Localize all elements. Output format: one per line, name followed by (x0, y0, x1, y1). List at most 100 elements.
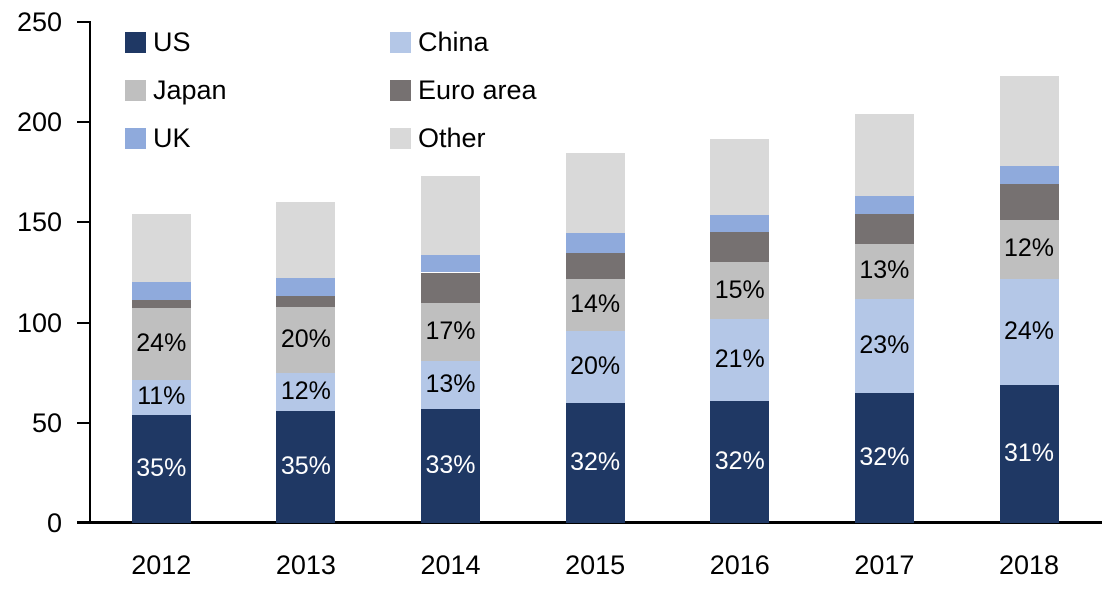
legend-label: US (153, 26, 191, 57)
legend-item-japan: Japan (125, 75, 227, 105)
x-tick-label-2014: 2014 (420, 550, 481, 580)
bar-segment-2017-uk (854, 196, 914, 215)
y-tick-mark (77, 522, 90, 524)
segment-label-2018-china: 24% (1003, 316, 1055, 345)
bar-segment-2017-euro-area (854, 214, 914, 245)
bar-segment-2016-other (710, 139, 770, 216)
legend-swatch-icon (390, 127, 411, 149)
bar-segment-2018-other (999, 76, 1059, 167)
y-tick-label: 200 (16, 107, 62, 138)
x-tick-label-2012: 2012 (131, 550, 192, 580)
bar-segment-2018-us (999, 384, 1059, 523)
bar-segment-2018-japan (999, 220, 1059, 279)
y-tick-label: 50 (31, 407, 62, 438)
y-tick-label: 100 (16, 307, 62, 338)
bar-segment-2015-us (565, 402, 625, 523)
legend-item-euro-area: Euro area (390, 75, 537, 105)
y-tick-label: 150 (16, 207, 62, 238)
segment-label-2017-china: 23% (859, 330, 910, 359)
legend-label: Euro area (418, 74, 537, 105)
legend-item-uk: UK (125, 123, 191, 153)
bar-segment-2014-uk (421, 255, 481, 273)
legend-item-china: China (390, 27, 489, 57)
segment-label-2015-us: 32% (570, 447, 621, 476)
bar-segment-2013-uk (276, 277, 336, 296)
segment-label-2012-china: 11% (137, 382, 186, 411)
y-tick-label: 0 (46, 508, 62, 538)
bar-segment-2018-uk (999, 166, 1059, 185)
bar-segment-2016-uk (710, 215, 770, 233)
y-tick-mark (77, 321, 90, 324)
bar-segment-2012-china (131, 379, 191, 415)
y-tick-label: 250 (16, 7, 62, 37)
bar-segment-2013-us (276, 410, 336, 523)
segment-label-2016-japan: 15% (714, 275, 765, 304)
bar-segment-2016-euro-area (710, 232, 770, 263)
legend-swatch-icon (125, 31, 146, 53)
legend-label: China (418, 26, 489, 57)
bar-segment-2012-euro-area (131, 299, 191, 308)
segment-label-2018-us: 31% (1003, 438, 1055, 467)
segment-label-2013-us: 35% (280, 451, 331, 480)
y-tick-mark (77, 421, 90, 424)
x-tick-label-2017: 2017 (854, 550, 915, 580)
legend-item-us: US (125, 27, 191, 57)
bar-segment-2015-japan (565, 278, 625, 331)
bar-segment-2015-china (565, 330, 625, 403)
x-tick-label-2016: 2016 (709, 550, 770, 580)
legend-label: UK (153, 122, 191, 153)
bar-segment-2013-japan (276, 306, 336, 373)
bar-segment-2016-japan (710, 262, 770, 319)
segment-label-2014-japan: 17% (425, 316, 476, 345)
bar-segment-2013-euro-area (276, 295, 336, 307)
legend-swatch-icon (390, 31, 411, 53)
bar-segment-2013-china (276, 372, 336, 411)
x-tick-label-2015: 2015 (565, 550, 626, 580)
segment-label-2016-china: 21% (714, 344, 765, 373)
bar-segment-2014-other (421, 176, 481, 256)
segment-label-2015-japan: 14% (570, 289, 621, 318)
segment-label-2014-us: 33% (425, 450, 476, 479)
bar-segment-2018-china (999, 278, 1059, 385)
bar-segment-2014-china (421, 360, 481, 409)
y-tick-mark (77, 21, 90, 23)
y-tick-mark (77, 121, 90, 124)
bar-segment-2017-japan (854, 244, 914, 299)
bar-segment-2013-other (276, 202, 336, 278)
segment-label-2012-us: 35% (136, 453, 187, 482)
segment-label-2017-japan: 13% (859, 256, 910, 285)
bar-segment-2017-other (854, 114, 914, 197)
bar-segment-2014-us (421, 408, 481, 523)
legend-item-other: Other (390, 123, 486, 153)
segment-label-2016-us: 32% (714, 446, 765, 475)
bar-segment-2012-us (131, 414, 191, 523)
bar-segment-2014-japan (421, 302, 481, 361)
legend-swatch-icon (125, 79, 146, 101)
segment-label-2013-japan: 20% (280, 324, 331, 353)
x-tick-label-2013: 2013 (275, 550, 336, 580)
segment-label-2015-china: 20% (570, 351, 621, 380)
bar-segment-2015-euro-area (565, 253, 625, 279)
segment-label-2017-us: 32% (859, 442, 910, 471)
bar-segment-2017-us (854, 392, 914, 523)
legend-label: Japan (153, 74, 227, 105)
bar-segment-2015-uk (565, 233, 625, 254)
x-tick-label-2018: 2018 (998, 550, 1060, 580)
bar-segment-2018-euro-area (999, 184, 1059, 221)
bar-segment-2015-other (565, 153, 625, 234)
segment-label-2012-japan: 24% (136, 328, 187, 357)
bar-segment-2016-us (710, 400, 770, 523)
legend-swatch-icon (390, 79, 411, 101)
bar-segment-2014-euro-area (421, 272, 481, 303)
bar-segment-2012-japan (131, 307, 191, 380)
bar-segment-2017-china (854, 298, 914, 393)
segment-label-2018-japan: 12% (1003, 234, 1055, 263)
y-axis-line (89, 21, 91, 523)
bar-segment-2012-uk (131, 281, 191, 300)
segment-label-2013-china: 12% (280, 376, 331, 405)
y-tick-mark (77, 221, 90, 224)
legend-swatch-icon (125, 127, 146, 149)
bar-segment-2016-china (710, 318, 770, 401)
bar-segment-2012-other (131, 214, 191, 282)
